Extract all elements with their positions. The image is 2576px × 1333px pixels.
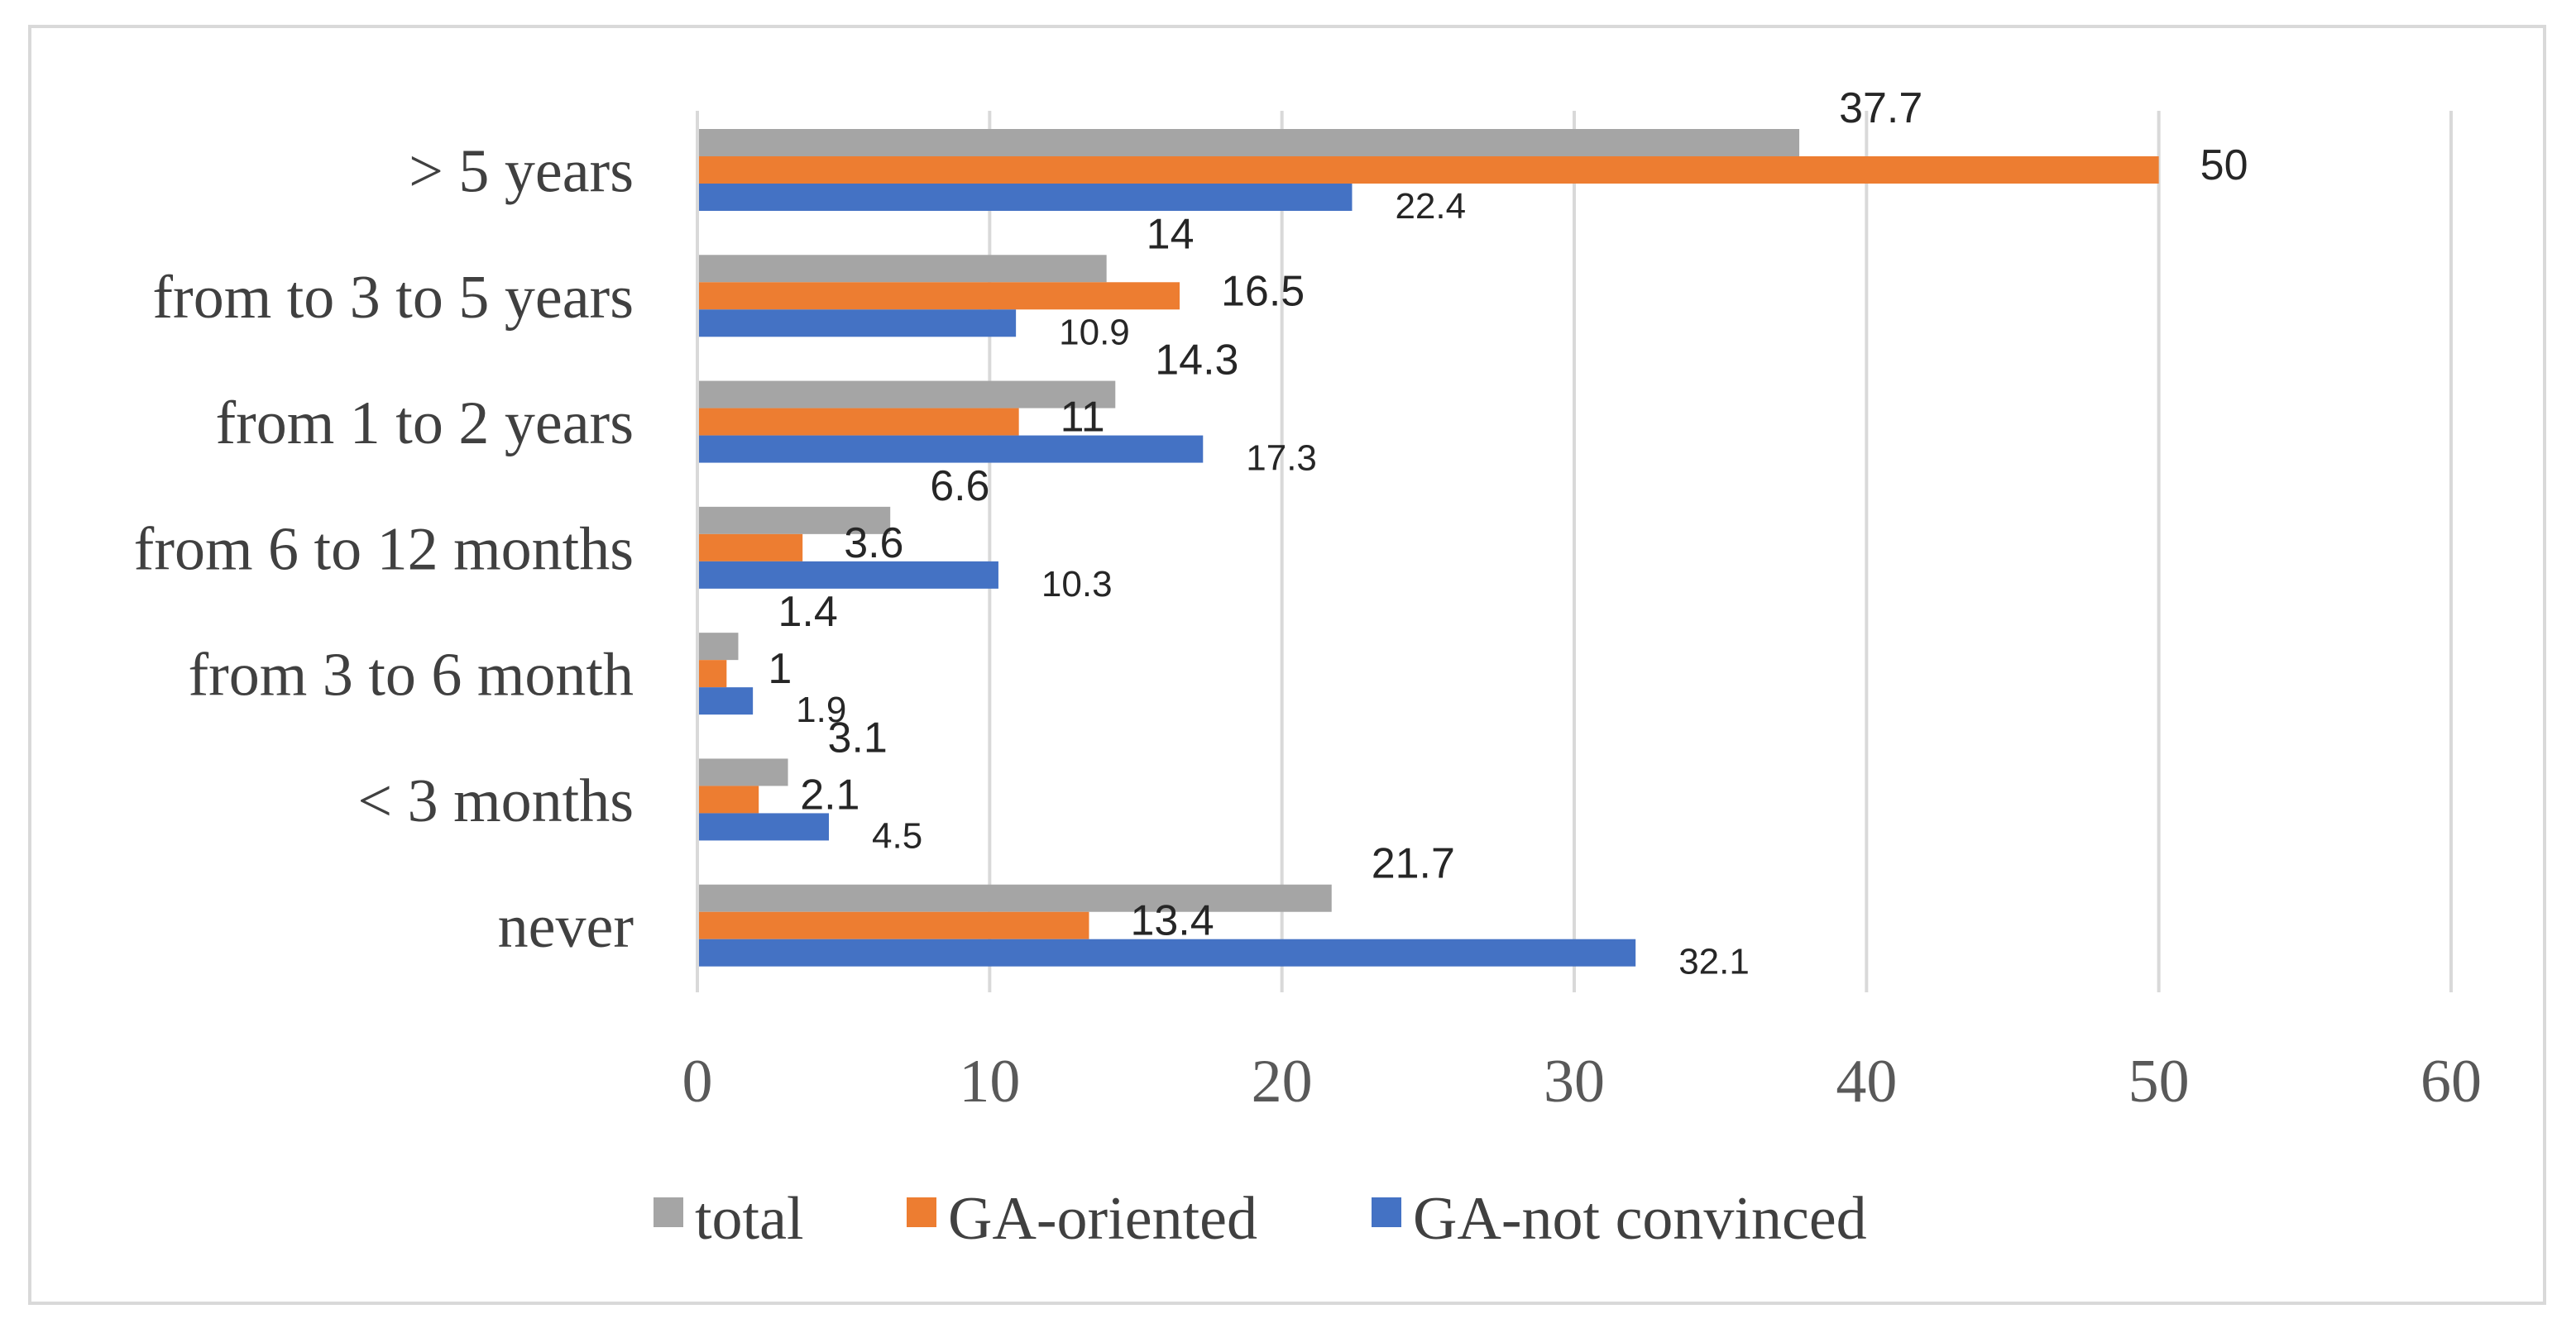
- legend-swatch-total: [654, 1197, 683, 1227]
- category-label: from 3 to 6 month: [188, 642, 634, 710]
- category-label: from to 3 to 5 years: [152, 264, 634, 332]
- x-tick-label: 10: [959, 1048, 1020, 1116]
- data-label-total: 37.7: [1839, 84, 1922, 132]
- category-label: < 3 months: [357, 767, 634, 835]
- bar-ga-not-convinced: [697, 939, 1636, 967]
- data-label-ga-oriented: 3.6: [844, 519, 903, 567]
- data-label-total: 21.7: [1372, 840, 1455, 888]
- data-label-ga-not-convinced: 17.3: [1246, 438, 1317, 479]
- data-label-ga-oriented: 13.4: [1130, 897, 1214, 945]
- bar-ga-oriented: [697, 911, 1089, 939]
- bar-ga-not-convinced: [697, 687, 754, 715]
- data-label-ga-not-convinced: 10.9: [1059, 312, 1130, 352]
- axes: 0 10 20 30 40 50 60 > 5 years from to 3 to 5 yea…: [134, 111, 2482, 1116]
- chart-frame: [28, 25, 2546, 1305]
- bar-total: [697, 380, 1116, 408]
- category-label: from 1 to 2 years: [215, 389, 634, 457]
- bar-ga-not-convinced: [697, 309, 1017, 337]
- bar-total: [697, 758, 788, 786]
- bar-total: [697, 255, 1107, 283]
- legend-swatch-ga-oriented: [907, 1197, 936, 1227]
- data-label-ga-oriented: 16.5: [1221, 267, 1305, 315]
- data-labels: 37.7 14 14.3 6.6 1.4 3.1 21.7 50 16.5 11 3.6 1 2.1 13…: [768, 84, 2248, 982]
- bar-ga-oriented: [697, 533, 803, 561]
- bar-ga-not-convinced: [697, 435, 1204, 463]
- legend-label-total: total: [695, 1185, 804, 1253]
- bar-ga-oriented: [697, 282, 1180, 310]
- category-label: > 5 years: [409, 138, 634, 206]
- bar-ga-oriented: [697, 660, 727, 688]
- bar-total: [697, 129, 1800, 156]
- bar-ga-not-convinced: [697, 813, 829, 841]
- x-tick-label: 20: [1252, 1048, 1313, 1116]
- bar-ga-oriented: [697, 408, 1019, 436]
- legend-swatch-ga-not-convinced: [1372, 1197, 1401, 1227]
- data-label-total: 6.6: [930, 462, 989, 510]
- bar-ga-not-convinced: [697, 561, 998, 589]
- x-tick-label: 0: [682, 1048, 713, 1116]
- bar-ga-oriented: [697, 156, 2159, 184]
- category-label: never: [498, 893, 634, 961]
- data-label-ga-not-convinced: 32.1: [1678, 942, 1750, 982]
- bar-total: [697, 633, 739, 661]
- data-label-ga-not-convinced: 10.3: [1041, 564, 1113, 604]
- bar-total: [697, 506, 891, 534]
- bar-ga-oriented: [697, 786, 759, 814]
- data-label-ga-oriented: 2.1: [800, 771, 859, 819]
- legend-label-ga-not-convinced: GA-not convinced: [1413, 1185, 1867, 1253]
- data-label-ga-not-convinced: 4.5: [872, 815, 922, 856]
- x-tick-label: 50: [2128, 1048, 2190, 1116]
- data-label-ga-not-convinced: 22.4: [1395, 186, 1466, 227]
- x-tick-label: 30: [1544, 1048, 1605, 1116]
- category-label: from 6 to 12 months: [134, 515, 634, 583]
- data-label-ga-oriented: 1: [768, 645, 792, 693]
- data-label-ga-oriented: 50: [2200, 141, 2248, 189]
- data-label-total: 3.1: [828, 714, 888, 762]
- bar-total: [697, 884, 1332, 912]
- bar-ga-not-convinced: [697, 184, 1353, 211]
- data-label-total: 14: [1147, 210, 1195, 258]
- legend-label-ga-oriented: GA-oriented: [948, 1185, 1257, 1253]
- bars: [697, 129, 2159, 967]
- data-label-total: 1.4: [778, 588, 837, 636]
- x-tick-label: 40: [1836, 1048, 1897, 1116]
- x-tick-label: 60: [2420, 1048, 2482, 1116]
- data-label-total: 14.3: [1155, 337, 1238, 385]
- legend: total GA-oriented GA-not convinced: [654, 1185, 1867, 1253]
- gridlines: [988, 111, 2453, 992]
- data-label-ga-oriented: 11: [1061, 394, 1105, 442]
- data-label-ga-not-convinced: 1.9: [796, 690, 846, 730]
